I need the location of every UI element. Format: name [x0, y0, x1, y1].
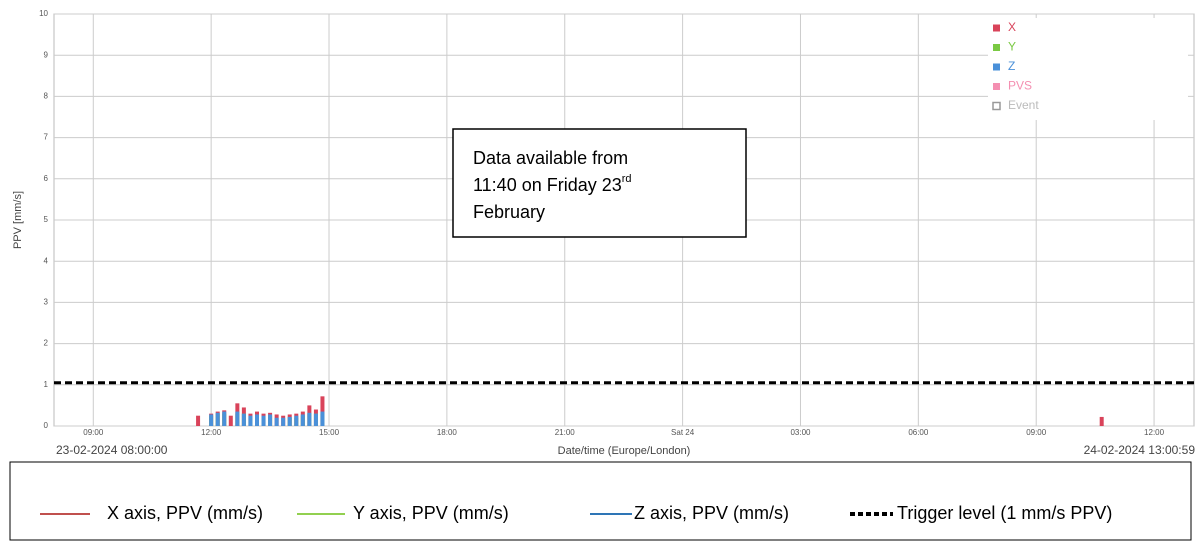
- annotation-text: Data available from: [473, 148, 628, 168]
- bar: [287, 416, 292, 426]
- y-tick-label: 2: [44, 339, 49, 348]
- y-tick-label: 10: [39, 9, 48, 18]
- annotation-text: February: [473, 202, 545, 222]
- bottom-legend-label: Y axis, PPV (mm/s): [353, 503, 509, 523]
- bottom-legend-label: Z axis, PPV (mm/s): [634, 503, 789, 523]
- bar: [228, 415, 233, 426]
- x-tick-label: 06:00: [908, 428, 929, 437]
- x-tick-label: 18:00: [437, 428, 458, 437]
- x-tick-label: 21:00: [555, 428, 576, 437]
- annotation-sup: rd: [622, 173, 632, 185]
- y-tick-label: 7: [44, 133, 49, 142]
- y-tick-label: 3: [44, 298, 49, 307]
- y-tick-label: 0: [44, 421, 49, 430]
- x-tick-label: 15:00: [319, 428, 340, 437]
- bar: [222, 411, 227, 426]
- bar: [307, 412, 312, 426]
- y-tick-label: 9: [44, 50, 49, 59]
- legend: XYZ PVS Event: [988, 18, 1188, 120]
- bar: [196, 415, 201, 426]
- annotation-box: [452, 128, 747, 238]
- legend-label: Event: [1008, 98, 1039, 112]
- bottom-legend-label: X axis, PPV (mm/s): [107, 503, 263, 523]
- bar: [294, 415, 299, 426]
- y-tick-label: 1: [44, 380, 49, 389]
- bar: [274, 417, 279, 426]
- y-tick-label: 4: [44, 256, 49, 265]
- legend-label: PVS: [1008, 79, 1032, 93]
- bar: [320, 396, 325, 426]
- bottom-legend-label: Trigger level (1 mm/s PPV): [897, 503, 1112, 523]
- legend-swatch: [993, 63, 1000, 71]
- x-tick-label: 12:00: [201, 428, 222, 437]
- bar: [268, 414, 273, 426]
- bar: [235, 411, 240, 426]
- legend-swatch: [993, 83, 1000, 90]
- bottom-legend: X axis, PPV (mm/s) Y axis, PPV (mm/s) Z ax…: [40, 503, 1112, 523]
- legend-label: Y: [1008, 40, 1016, 54]
- bar: [209, 414, 214, 426]
- legend-swatch: [993, 44, 1000, 51]
- x-tick-label: Sat 24: [671, 428, 695, 437]
- x-tick-label: 09:00: [1026, 428, 1047, 437]
- annotation-text: 11:40 on Friday 23rd: [473, 173, 632, 195]
- annotation-text: 11:40 on Friday 23: [473, 175, 622, 195]
- y-tick-label: 8: [44, 92, 49, 101]
- bar: [248, 415, 253, 426]
- x-tick-label: 12:00: [1144, 428, 1165, 437]
- legend-label: X: [1008, 20, 1016, 34]
- bar: [241, 413, 246, 426]
- bar: [215, 412, 220, 426]
- legend-swatch: [993, 24, 1000, 32]
- y-tick-label: 5: [44, 215, 49, 224]
- x-axis-label: Date/time (Europe/London): [558, 445, 691, 457]
- bar: [261, 415, 266, 426]
- end-label: 24-02-2024 13:00:59: [1084, 443, 1196, 457]
- bar: [320, 411, 325, 426]
- legend-swatch: [992, 101, 1001, 111]
- x-tick-label: 09:00: [83, 428, 104, 437]
- bar: [300, 414, 305, 426]
- y-tick-label: 6: [44, 174, 49, 183]
- legend-label: Z: [1008, 59, 1015, 73]
- bar: [313, 413, 318, 426]
- legend-bg: [988, 18, 1188, 120]
- bar: [1099, 416, 1104, 426]
- x-tick-label: 03:00: [790, 428, 811, 437]
- y-axis-label: PPV [mm/s]: [12, 191, 24, 249]
- bars: [54, 381, 1194, 426]
- bar: [281, 417, 286, 426]
- start-label: 23-02-2024 08:00:00: [56, 443, 168, 457]
- annotation: Data available from 11:40 on Friday 23rd…: [452, 128, 747, 238]
- bottom-legend-box: [9, 461, 1192, 541]
- bar: [255, 414, 260, 426]
